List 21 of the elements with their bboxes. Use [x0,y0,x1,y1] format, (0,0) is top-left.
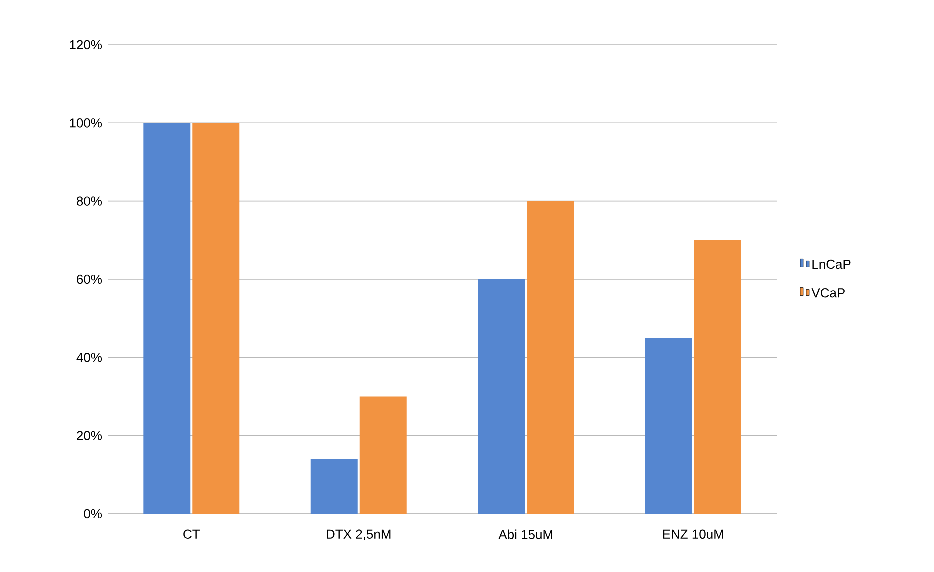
bar [478,279,526,514]
legend-label: LnCaP [812,260,851,270]
bar [144,123,191,514]
y-tick-label: 0% [84,509,102,519]
bar [527,201,574,514]
y-tick-label: 120% [70,40,102,50]
x-tick-label: Abi 15uM [498,530,553,540]
y-tick-label: 20% [77,431,102,440]
bar [694,240,742,514]
y-tick-label: 40% [76,353,102,362]
y-tick-label: 60% [77,274,102,284]
bar [310,459,358,514]
x-tick-label: ENZ 10uM [663,530,724,539]
bar [192,123,240,514]
x-tick-label: DTX 2,5nM [327,530,391,541]
y-tick-label: 80% [77,196,102,206]
bar [360,396,407,514]
legend-label: VCaP [812,288,845,298]
bar [645,338,692,514]
y-tick-label: 100% [70,118,102,128]
x-tick-label: CT [184,530,200,539]
